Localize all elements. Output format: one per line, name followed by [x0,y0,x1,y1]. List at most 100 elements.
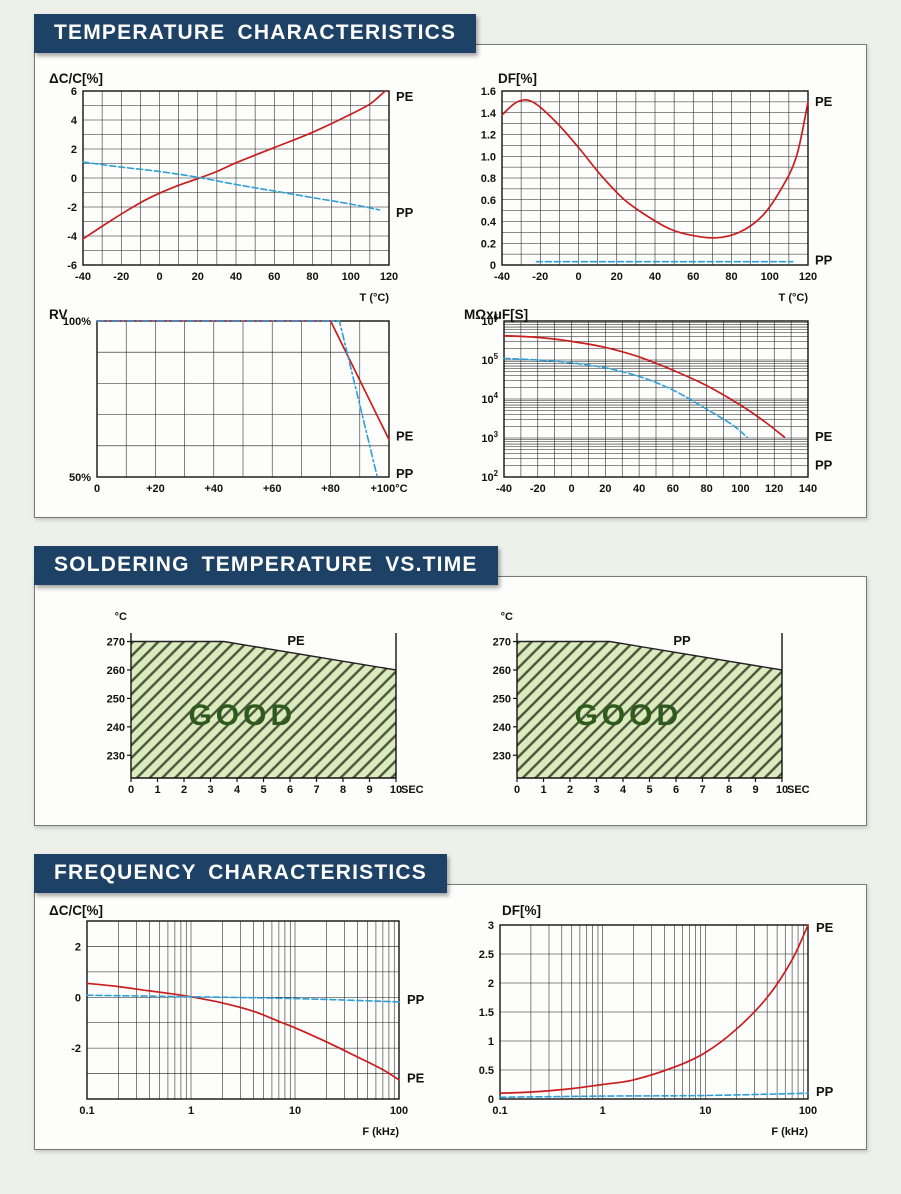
x-tick-label: +100°C [370,483,407,495]
y-tick-label: 1.0 [481,151,496,163]
x-tick-label: 7 [314,784,320,796]
x-axis-title: T (°C) [360,292,390,304]
x-tick-label: 7 [699,784,705,796]
frequency-charts-grid: 0.1 1 10 100 -2 0 2 ΔC/C[%] F (kHz) PP PE 0.1 1 10 10… [43,901,858,1141]
x-tick-label: 3 [593,784,599,796]
temperature-charts-grid: -40 -20 0 20 40 60 80 100 120 -6 -4 -2 0 2 4 6 ΔC/C[%] T … [43,69,858,511]
x-tick-label: 2 [567,784,573,796]
section-temperature-characteristics: TEMPERATURE CHARACTERISTICS -40 -20 0 20 40 6… [34,14,867,518]
x-tick-label: 100 [799,1105,817,1117]
limit-line [131,640,397,671]
y-tick-label: 240 [107,722,125,734]
x-tick-label: 80 [306,271,318,283]
chart-df-vs-temperature: -40 -20 0 20 40 60 80 100 120 0 0.2 0.4 0.6 0.8 1.0 1.2… [458,69,858,305]
x-tick-label: 1 [600,1105,606,1117]
x-tick-label: 40 [633,483,645,495]
series-pp [86,994,400,1003]
section-title: TEMPERATURE CHARACTERISTICS [54,21,457,44]
soldering-pe-canvas: 0 1 2 3 4 5 6 7 8 9 10 230 240 250 260 270 °C SEC PE GOOD [107,611,424,796]
series-pe [82,90,387,240]
pp-label: PP [673,633,691,648]
delta-c-vs-temperature-canvas: -40 -20 0 20 40 60 80 100 120-6-4-20246ΔC/C[%]T … [49,71,414,304]
pe-label: PE [288,633,306,648]
y-tick-label: -2 [67,202,77,214]
x-tick-label: 40 [649,271,661,283]
y-axis-title: RV [49,307,68,322]
y-tick-label: 260 [107,665,125,677]
x-tick-label: 140 [799,483,817,495]
pe-label: PE [815,94,833,109]
y-tick-label: 102 [481,469,498,484]
pp-label: PP [815,457,833,472]
x-tick-label: 3 [208,784,214,796]
x-tick-label: 20 [611,271,623,283]
y-tick-label: -2 [71,1043,81,1055]
x-tick-label: 120 [799,271,817,283]
x-tick-label: 100 [342,271,360,283]
x-tick-label: 100 [761,271,779,283]
pp-label: PP [815,253,833,268]
x-tick-label: 100 [390,1105,408,1117]
x-tick-label: -40 [494,271,510,283]
x-tick-label: 9 [367,784,373,796]
x-tick-label: 20 [192,271,204,283]
x-tick-label: 120 [765,483,783,495]
x-tick-label: 0.1 [492,1105,507,1117]
x-axis-title: SEC [401,784,424,796]
series-pe [501,98,809,239]
y-tick-label: 0.6 [481,195,496,207]
x-tick-label: +40 [204,483,223,495]
y-tick-label: 2 [75,941,81,953]
delta-c-vs-frequency-canvas: 0.1 1 10 100 -2 0 2 ΔC/C[%] F (kHz) PP PE [49,903,425,1138]
x-tick-label: 40 [230,271,242,283]
section-title: SOLDERING TEMPERATURE VS.TIME [54,553,478,576]
pe-label: PE [816,920,834,935]
series-pe [86,982,400,1081]
y-tick-label: 230 [107,750,125,762]
x-tick-label: -40 [496,483,512,495]
y-tick-label: 105 [481,352,498,367]
section-title: FREQUENCY CHARACTERISTICS [54,861,427,884]
x-tick-label: 10 [289,1105,301,1117]
x-tick-label: 1 [155,784,161,796]
series-pp [499,1092,809,1099]
y-tick-label: 0 [75,992,81,1004]
pp-label: PP [816,1084,834,1099]
x-tick-label: 6 [673,784,679,796]
y-tick-label: 270 [107,637,125,649]
section-title-banner: FREQUENCY CHARACTERISTICS [34,854,447,893]
x-tick-label: 100 [731,483,749,495]
y-tick-label: 0.8 [481,173,496,185]
frequency-charts-box: 0.1 1 10 100 -2 0 2 ΔC/C[%] F (kHz) PP PE 0.1 1 10 10… [34,884,867,1150]
x-tick-label: 120 [380,271,398,283]
section-title-banner: SOLDERING TEMPERATURE VS.TIME [34,546,498,585]
x-tick-label: 0.1 [79,1105,94,1117]
y-tick-label: 1.2 [481,130,496,142]
y-tick-label: 240 [492,722,510,734]
chart-delta-c-vs-temperature: -40 -20 0 20 40 60 80 100 120 -6 -4 -2 0 2 4 6 ΔC/C[%] T … [43,69,439,305]
y-tick-label: 4 [71,115,78,127]
rv-vs-temperature-canvas: 0 +20 +40 +60 +80 +100°C 50% 100%RV PE PP [49,307,414,495]
y-axis-title: MΩxμF[S] [464,307,528,322]
x-tick-label: +60 [263,483,282,495]
x-tick-label: 8 [340,784,346,796]
x-tick-label: 6 [287,784,293,796]
pp-label: PP [396,205,414,220]
y-tick-label: 104 [481,391,498,406]
x-tick-label: 9 [752,784,758,796]
y-tick-label: 0 [488,1094,494,1106]
x-tick-label: 8 [726,784,732,796]
x-tick-label: -20 [113,271,129,283]
x-tick-label: 60 [687,271,699,283]
x-tick-label: 4 [234,784,241,796]
x-tick-label: -40 [75,271,91,283]
x-tick-label: 0 [156,271,162,283]
x-tick-label: 2 [181,784,187,796]
y-tick-label: 260 [492,665,510,677]
y-tick-label: 3 [488,920,494,932]
pe-label: PE [407,1071,425,1086]
x-axis-title: F (kHz) [771,1126,808,1138]
good-region [516,641,782,778]
chart-df-vs-frequency: 0.1 1 10 100 0 0.5 1 1.5 2 2.5 3 DF[%] F (kHz) PE PP [458,901,858,1141]
